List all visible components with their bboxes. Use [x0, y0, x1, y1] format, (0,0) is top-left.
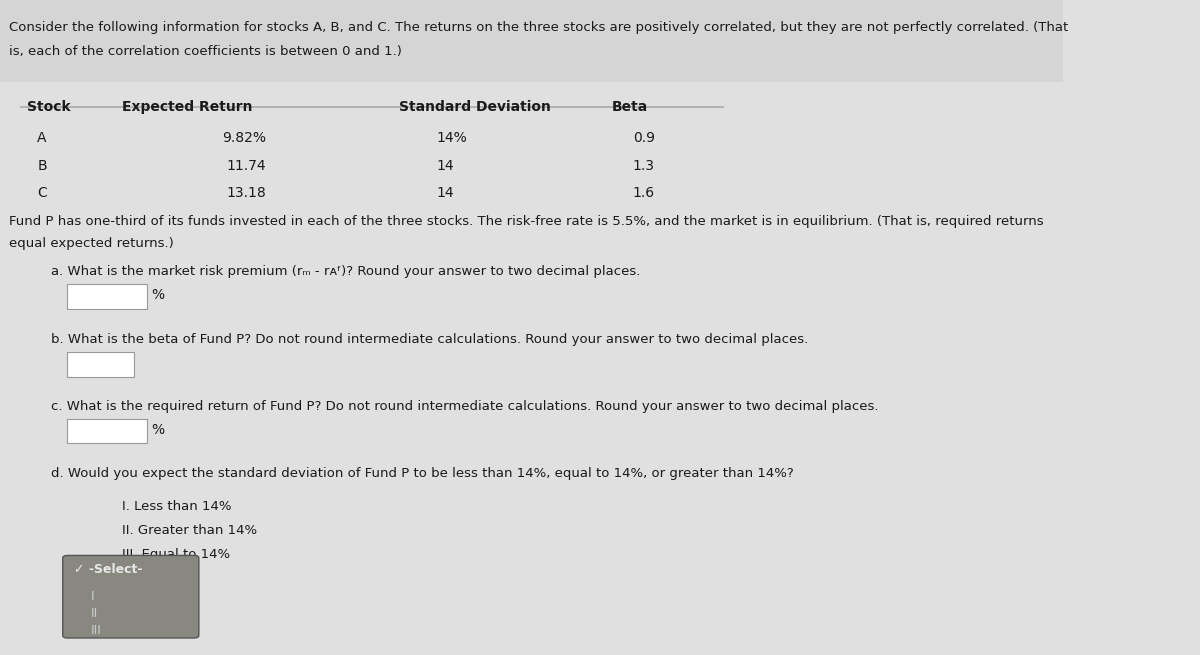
Text: II. Greater than 14%: II. Greater than 14%: [122, 524, 258, 537]
Text: III. Equal to 14%: III. Equal to 14%: [122, 548, 230, 561]
Text: 14: 14: [436, 186, 454, 200]
Text: d. Would you expect the standard deviation of Fund P to be less than 14%, equal : d. Would you expect the standard deviati…: [52, 467, 793, 480]
Text: %: %: [151, 288, 164, 303]
Text: 1.6: 1.6: [632, 186, 655, 200]
Text: b. What is the beta of Fund P? Do not round intermediate calculations. Round you: b. What is the beta of Fund P? Do not ro…: [52, 333, 809, 346]
FancyBboxPatch shape: [67, 284, 146, 309]
Text: 1.3: 1.3: [632, 159, 655, 172]
Text: %: %: [151, 422, 164, 437]
Text: A: A: [37, 131, 47, 145]
Text: Stock: Stock: [26, 100, 71, 113]
Text: 11.74: 11.74: [227, 159, 266, 172]
Text: I: I: [90, 590, 94, 603]
FancyBboxPatch shape: [62, 555, 199, 638]
Text: c. What is the required return of Fund P? Do not round intermediate calculations: c. What is the required return of Fund P…: [52, 400, 878, 413]
Text: III: III: [90, 624, 101, 637]
Text: ✓ -Select-: ✓ -Select-: [74, 563, 143, 576]
Text: is, each of the correlation coefficients is between 0 and 1.): is, each of the correlation coefficients…: [8, 45, 401, 58]
Text: 13.18: 13.18: [226, 186, 266, 200]
Text: C: C: [37, 186, 47, 200]
Text: equal expected returns.): equal expected returns.): [8, 237, 173, 250]
Text: Consider the following information for stocks A, B, and C. The returns on the th: Consider the following information for s…: [8, 21, 1068, 34]
Text: I. Less than 14%: I. Less than 14%: [122, 500, 232, 513]
Text: 0.9: 0.9: [632, 131, 655, 145]
FancyBboxPatch shape: [67, 419, 146, 443]
FancyBboxPatch shape: [67, 352, 134, 377]
Text: Expected Return: Expected Return: [122, 100, 253, 113]
Text: 9.82%: 9.82%: [222, 131, 266, 145]
Text: 14: 14: [436, 159, 454, 172]
Text: a. What is the market risk premium (rₘ - rᴀᶠ)? Round your answer to two decimal : a. What is the market risk premium (rₘ -…: [52, 265, 641, 278]
Text: Beta: Beta: [612, 100, 648, 113]
Text: 14%: 14%: [436, 131, 467, 145]
Text: B: B: [37, 159, 47, 172]
FancyBboxPatch shape: [0, 0, 1063, 82]
Text: Standard Deviation: Standard Deviation: [398, 100, 551, 113]
Text: II: II: [90, 607, 97, 620]
Text: Fund P has one-third of its funds invested in each of the three stocks. The risk: Fund P has one-third of its funds invest…: [8, 215, 1043, 228]
